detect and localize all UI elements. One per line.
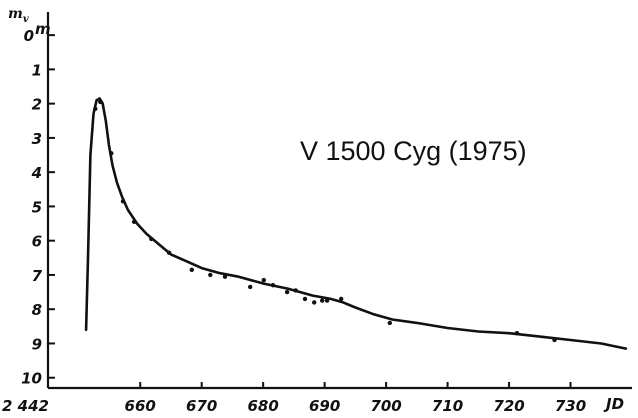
y-tick-label-2: 2: [32, 96, 42, 114]
series-line: [84, 97, 628, 350]
observation-point-21: [514, 331, 520, 336]
axes: [46, 12, 632, 390]
observation-point-11: [261, 277, 266, 283]
y-tick-label-9: 9: [32, 335, 42, 353]
y-tick-label-8: 8: [32, 301, 42, 319]
observation-point-14: [293, 288, 298, 293]
y-tick-label-0: 0: [24, 27, 34, 45]
y-zero-superscript: m: [35, 20, 51, 38]
x-tick-label-3: 690: [309, 397, 340, 415]
observation-point-10: [248, 284, 253, 290]
observation-point-20: [387, 320, 392, 326]
observation-point-22: [552, 337, 557, 343]
y-tick-label-6: 6: [32, 233, 42, 251]
y-tick-label-7: 7: [32, 267, 43, 285]
observation-point-0: [93, 106, 98, 112]
x-tick-label-7: 730: [555, 397, 586, 415]
observation-point-1: [98, 99, 103, 105]
y-axis-label-sub: v: [23, 14, 29, 25]
observation-point-18: [324, 298, 330, 303]
x-tick-label-2: 680: [248, 397, 279, 415]
observation-point-4: [131, 219, 137, 224]
y-ticks: 0 m 1 2 3 4 5 6 7 8 9 10: [21, 20, 55, 388]
observation-point-13: [284, 289, 290, 295]
x-tick-label-6: 720: [493, 397, 524, 415]
y-tick-label-1: 1: [32, 61, 42, 79]
x-tick-label-1: 670: [186, 397, 217, 415]
observation-point-5: [149, 236, 154, 242]
observation-point-6: [166, 250, 172, 255]
observation-point-9: [222, 274, 228, 279]
x-tick-label-4: 700: [370, 397, 401, 415]
observation-point-8: [208, 272, 213, 278]
observation-point-15: [302, 296, 308, 302]
observation-point-12: [270, 283, 276, 288]
x-tick-label-0: 660: [125, 397, 156, 415]
y-tick-label-5: 5: [32, 198, 42, 216]
y-tick-label-3: 3: [32, 130, 42, 148]
y-tick-label-10: 10: [21, 370, 42, 388]
observation-point-2: [109, 151, 114, 156]
observation-point-17: [320, 298, 325, 303]
observation-point-19: [339, 296, 344, 302]
x-axis-label: JD: [603, 395, 624, 413]
chart-title: V 1500 Cyg (1975): [300, 136, 527, 166]
y-tick-label-4: 4: [31, 164, 42, 182]
observation-point-3: [120, 199, 126, 204]
x-tick-label-5: 710: [432, 397, 463, 415]
observation-points: [93, 99, 557, 343]
observation-point-16: [312, 300, 317, 305]
y-axis-label-main: m: [8, 6, 23, 22]
x-axis-prefix: 2 442: [2, 397, 49, 415]
x-ticks: 660 670 680 690 700 710 720 730: [125, 382, 586, 415]
y-axis-label: mv: [8, 6, 29, 25]
observation-point-7: [189, 267, 194, 272]
